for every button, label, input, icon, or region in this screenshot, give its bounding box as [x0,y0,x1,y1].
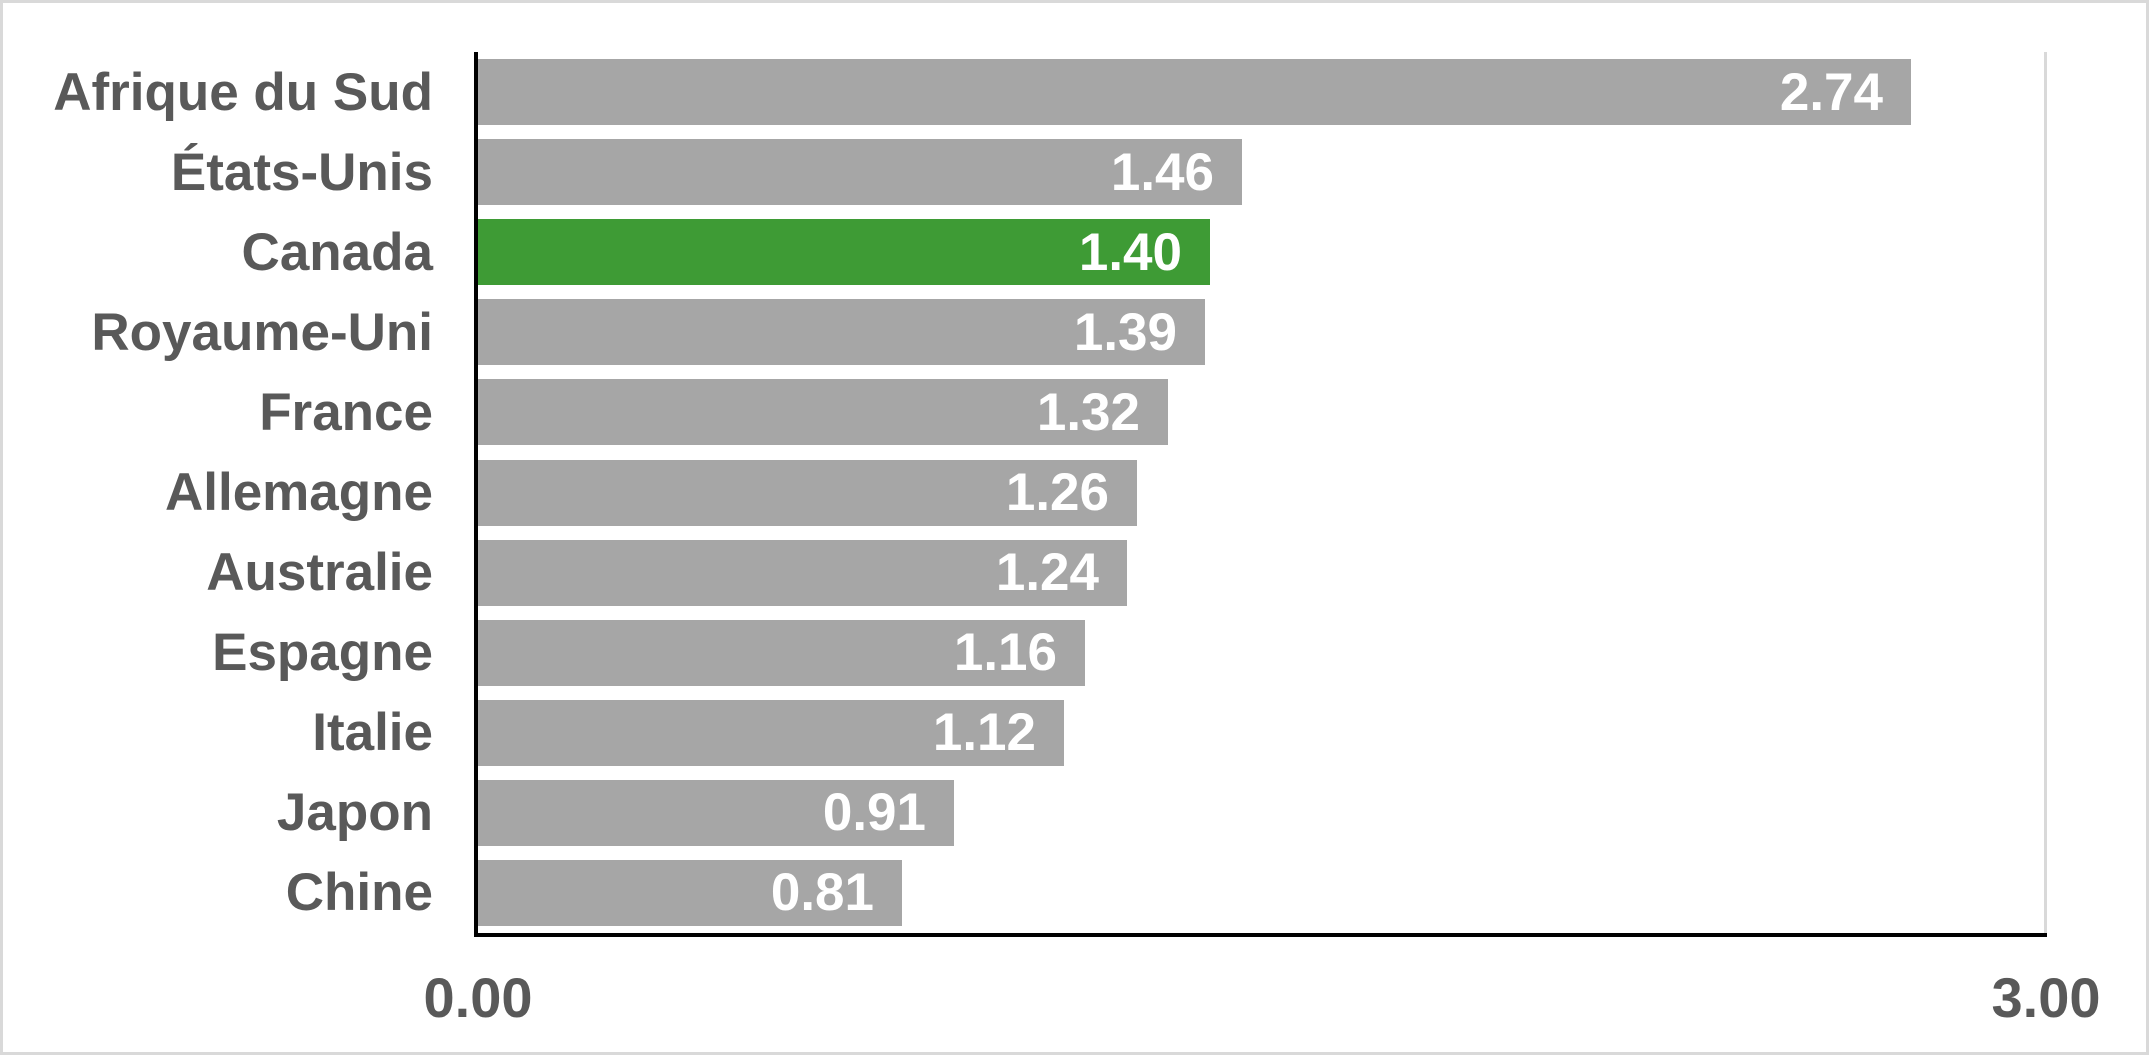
bar: 2.74 [478,59,1911,126]
category-label: Afrique du Sud [53,62,433,122]
bar: 1.16 [478,619,1085,686]
category-label: Canada [241,222,433,282]
bar-value-label: 2.74 [1779,62,1883,122]
plot-area: 2.74 1.46 1.40 1.39 1.32 1.26 1.24 1.16 1.12 0.91… [474,52,2047,937]
bars-container: 2.74 1.46 1.40 1.39 1.32 1.26 1.24 1.16 1.12 0.91… [478,52,2047,933]
bar-value-label: 1.39 [1073,302,1177,362]
x-tick-label-max: 3.00 [1991,966,2101,1029]
bar: 0.81 [478,859,902,926]
bar: 1.32 [478,379,1168,446]
category-label: France [259,382,433,442]
y-axis-line [474,52,478,937]
bar-value-label: 0.81 [770,863,874,923]
x-axis-line [474,933,2047,937]
bar-value-label: 1.24 [995,543,1099,603]
bar-row: 0.91 [478,773,2047,853]
bar-row: 1.26 [478,452,2047,532]
category-label: Australie [206,543,433,603]
x-tick-label-min: 0.00 [423,966,533,1029]
category-axis-labels: Afrique du Sud États-Unis Canada Royaume-Un… [3,52,433,933]
bar-value-label: 1.46 [1110,142,1214,202]
bar: 1.24 [478,539,1127,606]
bar-row: 1.12 [478,693,2047,773]
bar-value-label: 0.91 [822,783,926,843]
bar: 1.26 [478,459,1137,526]
category-label: Japon [276,783,433,843]
category-label: Italie [312,703,433,763]
bar-value-label: 1.40 [1078,222,1182,282]
gridline-x-max [2044,52,2047,933]
bar-row: 1.32 [478,372,2047,452]
bar-row: 0.81 [478,853,2047,933]
bar: 1.12 [478,699,1064,766]
bar-highlighted: 1.40 [478,219,1210,286]
category-label: Royaume-Uni [91,302,433,362]
bar-row: 1.39 [478,292,2047,372]
bar-row: 2.74 [478,52,2047,132]
bar-value-label: 1.16 [953,623,1057,683]
category-label: Allemagne [164,463,433,523]
bar-row: 1.46 [478,132,2047,212]
bar-value-label: 1.32 [1036,382,1140,442]
bar-row: 1.16 [478,613,2047,693]
bar: 0.91 [478,779,954,846]
bar: 1.39 [478,299,1205,366]
category-label: Chine [285,863,433,923]
category-label: Espagne [212,623,433,683]
bar-row: 1.24 [478,533,2047,613]
bar-value-label: 1.12 [932,703,1036,763]
bar-row: 1.40 [478,212,2047,292]
bar-value-label: 1.26 [1005,463,1109,523]
bar: 1.46 [478,139,1242,206]
category-label: États-Unis [170,142,433,202]
